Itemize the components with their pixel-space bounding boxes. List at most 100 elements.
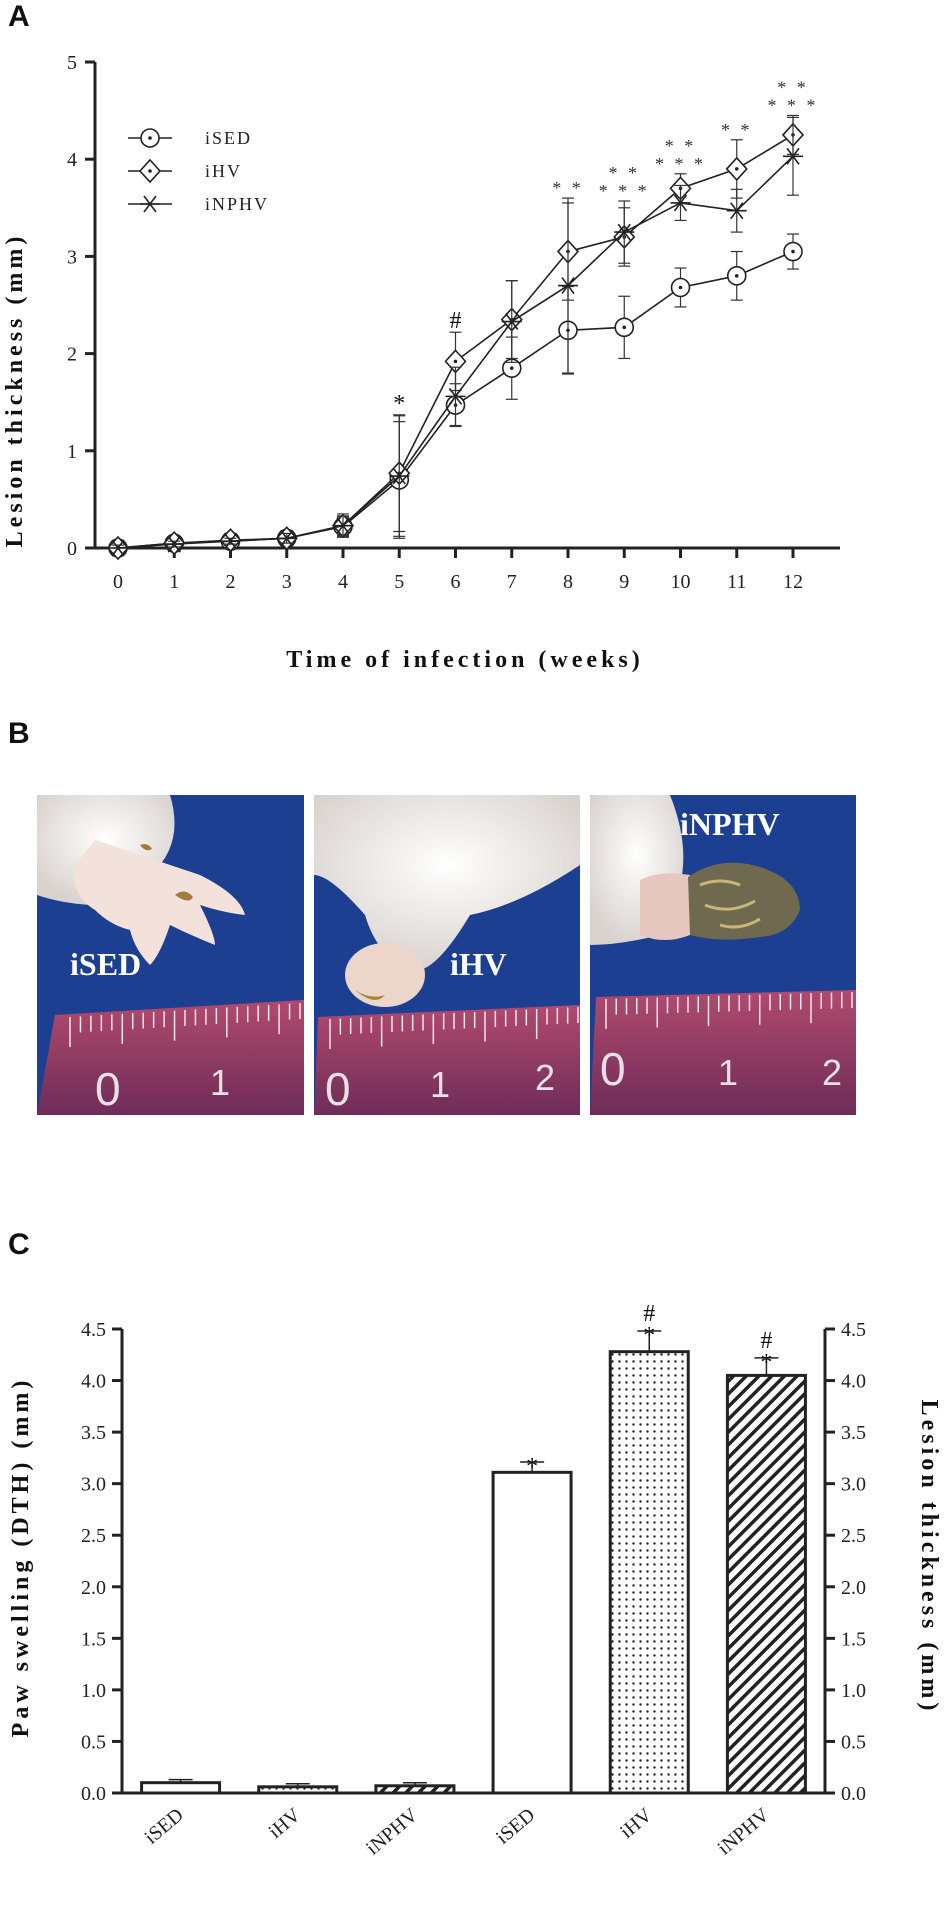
- left-y-tick-label: 1.5: [81, 1628, 106, 1650]
- panel-letter-b: B: [8, 717, 30, 750]
- marker-dot: [453, 359, 458, 364]
- right-y-tick-label: 1.0: [841, 1680, 866, 1702]
- panel-b-photos: iSED 0 1 iHV 0 1 2 iNPHV 0 1 2: [37, 795, 856, 1115]
- x-tick-label: 5: [394, 571, 404, 593]
- x-category-label: iHV: [616, 1804, 657, 1843]
- asterisk-marker: [558, 277, 578, 295]
- right-y-tick-label: 3.5: [841, 1422, 866, 1444]
- asterisk-marker: [220, 532, 241, 550]
- asterisk-marker: [276, 529, 297, 547]
- left-y-tick-label: 4.5: [81, 1319, 106, 1341]
- bar-ihv: [608, 1350, 690, 1795]
- asterisk-marker: [389, 467, 410, 485]
- chart-c-left-axis-title: Paw swelling (DTH) (mm): [8, 1377, 34, 1738]
- x-tick-label: 6: [451, 571, 461, 593]
- panel-letter-c: C: [8, 1228, 30, 1261]
- ruler-ticks: [69, 1003, 301, 1047]
- right-y-tick-label: 2.0: [841, 1577, 866, 1599]
- chart-a-y-axis-title: Lesion thickness (mm): [2, 233, 28, 548]
- marker-dot: [734, 167, 739, 171]
- marker-dot: [148, 169, 152, 173]
- y-tick-label: 5: [67, 52, 77, 74]
- right-y-tick-label: 4.0: [841, 1371, 866, 1393]
- right-y-tick-label: 0.0: [841, 1783, 866, 1805]
- significance-marker: * *: [609, 163, 641, 183]
- asterisk-marker: [140, 195, 160, 213]
- lesion-texture: [699, 879, 761, 929]
- series-inphv: [108, 116, 803, 557]
- x-tick-label: 4: [338, 571, 348, 593]
- marker-dot: [148, 136, 152, 140]
- left-y-tick-label: 4.0: [81, 1371, 106, 1393]
- left-y-tick-label: 1.0: [81, 1680, 106, 1702]
- marker-dot: [509, 366, 514, 370]
- asterisk-marker: [614, 223, 635, 241]
- series-ihv: [106, 114, 805, 561]
- x-tick-label: 12: [783, 571, 803, 593]
- left-y-tick-label: 3.0: [81, 1474, 106, 1496]
- right-y-tick-label: 3.0: [841, 1474, 866, 1496]
- significance-marker: * * *: [655, 154, 706, 174]
- y-tick-label: 4: [67, 149, 77, 171]
- lesion-spot: [140, 844, 193, 901]
- chart-a-legend: iSED iHV iNPHV: [128, 128, 267, 214]
- x-tick-label: 9: [619, 571, 629, 593]
- x-category-label: iNPHV: [714, 1804, 775, 1860]
- bar-ised: [140, 1781, 222, 1795]
- significance-marker: * *: [665, 136, 697, 156]
- significance-marker: *: [760, 1350, 772, 1376]
- photo-label-ihv: iHV: [450, 946, 507, 982]
- x-tick-label: 7: [507, 571, 517, 593]
- right-y-tick-label: 2.5: [841, 1525, 866, 1547]
- asterisk-marker: [164, 535, 185, 553]
- ruler-number: 1: [430, 1064, 450, 1105]
- left-y-tick-label: 3.5: [81, 1422, 106, 1444]
- x-tick-label: 1: [169, 571, 179, 593]
- significance-marker: #: [450, 308, 462, 334]
- chart-c-dth-lesion-bars: 0.0 0.0 0.5 0.5 1.0 1.0 1.5 1.5 2.0 2.0 2.5 2.5 3.0 3…: [8, 1301, 942, 1860]
- x-category-label: iNPHV: [362, 1804, 423, 1860]
- bar-ised: [491, 1470, 573, 1795]
- photo-ihv-mouse-paw: iHV 0 1 2: [314, 795, 580, 1115]
- swollen-paw: [345, 943, 425, 1007]
- legend-label: iHV: [205, 161, 242, 181]
- significance-marker: * *: [721, 120, 753, 140]
- asterisk-marker: [670, 194, 691, 212]
- ruler-number: 2: [822, 1052, 842, 1093]
- significance-marker: *: [643, 1323, 655, 1349]
- asterisk-marker: [783, 147, 803, 165]
- ruler-ticks: [605, 992, 853, 1029]
- left-y-tick-label: 0.0: [81, 1783, 106, 1805]
- asterisk-marker: [108, 539, 128, 557]
- chart-c-axes: 0.0 0.0 0.5 0.5 1.0 1.0 1.5 1.5 2.0 2.0 2.5 2.5 3.0 3…: [81, 1319, 866, 1805]
- significance-marker: *: [393, 391, 405, 417]
- left-y-tick-label: 2.0: [81, 1577, 106, 1599]
- chart-c-right-axis-title: Lesion thickness (mm): [916, 1400, 942, 1715]
- significance-marker: * *: [777, 77, 809, 97]
- left-y-tick-label: 2.5: [81, 1525, 106, 1547]
- marker-dot: [678, 285, 683, 290]
- x-tick-label: 2: [226, 571, 236, 593]
- chart-a-x-axis-title: Time of infection (weeks): [286, 647, 644, 673]
- paw-shape: [640, 873, 690, 940]
- x-category-label: iSED: [140, 1804, 187, 1849]
- right-y-tick-label: 4.5: [841, 1319, 866, 1341]
- right-y-tick-label: 1.5: [841, 1628, 866, 1650]
- panel-letter-a: A: [8, 0, 30, 33]
- x-category-label: iSED: [492, 1804, 539, 1849]
- significance-marker: * * *: [768, 95, 819, 115]
- ruler-number: 0: [600, 1043, 626, 1095]
- x-tick-label: 11: [727, 571, 746, 593]
- x-tick-label: 10: [671, 571, 691, 593]
- asterisk-marker: [445, 387, 466, 405]
- bar-inphv: [725, 1373, 807, 1795]
- marker-dot: [734, 274, 739, 278]
- fur-shape: [314, 795, 580, 970]
- y-tick-label: 2: [67, 344, 77, 366]
- left-y-tick-label: 0.5: [81, 1731, 106, 1753]
- photo-label-isend: iSED: [70, 946, 141, 982]
- y-tick-label: 3: [67, 246, 77, 268]
- significance-marker: * *: [552, 178, 584, 198]
- y-tick-label: 0: [67, 538, 77, 560]
